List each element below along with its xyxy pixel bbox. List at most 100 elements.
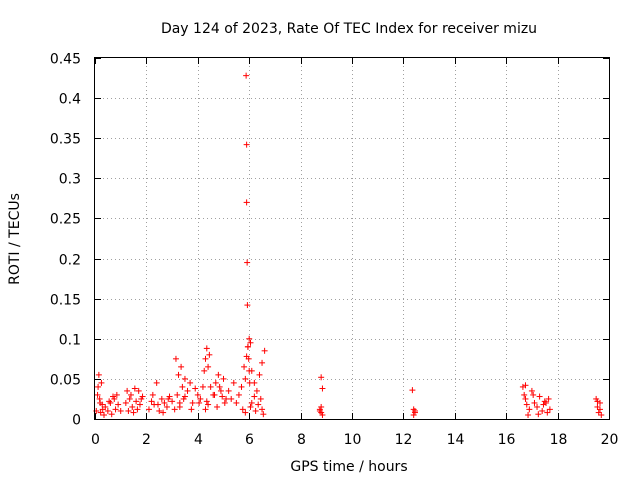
data-point — [176, 403, 183, 410]
data-point — [594, 398, 601, 405]
y-tick-label: 0.15 — [50, 293, 81, 309]
x-tick-label: 8 — [297, 432, 306, 448]
data-point — [124, 387, 131, 394]
data-point — [108, 411, 115, 418]
data-point — [148, 398, 155, 405]
data-point — [257, 395, 264, 402]
data-point — [149, 391, 156, 398]
data-point — [528, 387, 535, 394]
data-point — [189, 399, 196, 406]
data-point — [251, 393, 258, 400]
data-point — [206, 351, 213, 358]
data-point — [239, 406, 246, 413]
data-point — [187, 379, 194, 386]
data-point — [184, 387, 191, 394]
data-point — [99, 401, 106, 408]
data-point — [145, 406, 152, 413]
data-point — [161, 399, 168, 406]
data-point — [113, 391, 120, 398]
data-point — [95, 371, 102, 378]
data-point — [165, 395, 172, 402]
data-points — [93, 72, 605, 418]
data-point — [202, 406, 209, 413]
data-point — [126, 395, 133, 402]
data-point — [181, 375, 188, 382]
data-point — [178, 363, 185, 370]
data-point — [136, 401, 143, 408]
y-tick-label: 0.4 — [59, 92, 81, 108]
x-tick-label: 6 — [245, 432, 254, 448]
data-point — [244, 343, 251, 350]
data-point — [243, 199, 250, 206]
data-point — [216, 383, 223, 390]
data-point — [238, 383, 245, 390]
data-point — [534, 403, 541, 410]
data-point — [154, 401, 161, 408]
tick-labels: 0 2 4 6 8 10 12 14 16 18 20 0 0.05 0.1 0.15 0.2 0.25 0.3 0… — [50, 52, 619, 449]
data-point — [225, 387, 232, 394]
data-point — [129, 403, 136, 410]
data-point — [233, 399, 240, 406]
data-point — [319, 411, 326, 418]
data-point — [219, 393, 226, 400]
grid-lines — [95, 58, 609, 419]
data-point — [139, 393, 146, 400]
data-point — [318, 374, 325, 381]
data-point — [523, 401, 530, 408]
data-point — [544, 409, 551, 416]
data-point — [214, 403, 221, 410]
data-point — [245, 355, 252, 362]
data-point — [169, 398, 176, 405]
data-point — [196, 399, 203, 406]
y-tick-label: 0.2 — [59, 253, 81, 269]
data-point — [111, 395, 118, 402]
chart-title: Day 124 of 2023, Rate Of TEC Index for r… — [161, 21, 537, 37]
data-point — [525, 411, 532, 418]
data-point — [243, 141, 250, 148]
data-point — [98, 379, 105, 386]
data-point — [409, 387, 416, 394]
data-point — [220, 375, 227, 382]
data-point — [133, 398, 140, 405]
data-point — [535, 411, 542, 418]
y-tick-label: 0.25 — [50, 212, 81, 228]
data-point — [242, 375, 249, 382]
data-point — [131, 385, 138, 392]
data-point — [160, 409, 167, 416]
data-point — [97, 409, 104, 416]
data-point — [203, 398, 210, 405]
data-point — [95, 383, 102, 390]
data-point — [179, 383, 186, 390]
data-point — [248, 399, 255, 406]
data-point — [318, 403, 325, 410]
data-point — [410, 411, 417, 418]
data-point — [158, 395, 165, 402]
data-point — [252, 407, 259, 414]
x-tick-label: 20 — [601, 432, 619, 448]
x-tick-label: 10 — [344, 432, 362, 448]
data-point — [253, 387, 260, 394]
plot-frame — [94, 57, 610, 420]
data-point — [531, 399, 538, 406]
data-point — [230, 379, 237, 386]
data-point — [135, 387, 142, 394]
data-point — [260, 411, 267, 418]
data-point — [134, 406, 141, 413]
data-point — [241, 363, 248, 370]
data-point — [207, 383, 214, 390]
data-point — [256, 371, 263, 378]
data-point — [211, 391, 218, 398]
data-point — [127, 391, 134, 398]
data-point — [521, 391, 528, 398]
data-point — [172, 355, 179, 362]
y-tick-label: 0.3 — [59, 172, 81, 188]
data-point — [181, 393, 188, 400]
data-point — [536, 393, 543, 400]
data-point — [316, 407, 323, 414]
data-point — [117, 407, 124, 414]
data-point — [130, 409, 137, 416]
data-point — [106, 398, 113, 405]
data-point — [242, 409, 249, 416]
data-point — [247, 339, 254, 346]
